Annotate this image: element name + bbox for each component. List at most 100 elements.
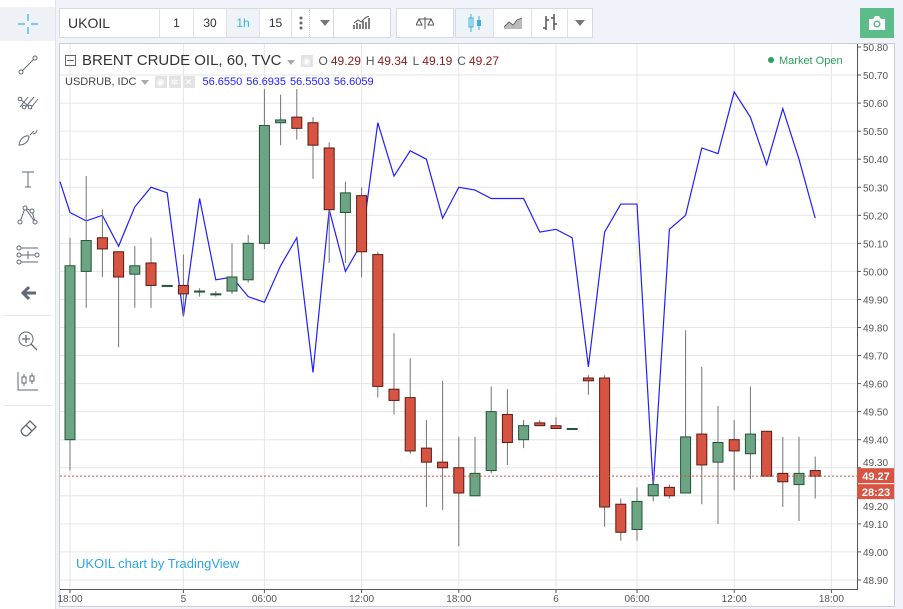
candle-body bbox=[307, 122, 319, 146]
candle bbox=[631, 487, 643, 541]
camera-button[interactable] bbox=[860, 8, 894, 38]
main-series-title[interactable]: BRENT CRUDE OIL, 60, TVC bbox=[82, 52, 282, 69]
more-vertical-icon[interactable] bbox=[292, 9, 310, 37]
high-label: H bbox=[365, 53, 375, 68]
indicators-button[interactable] bbox=[333, 8, 391, 38]
candle-body bbox=[599, 377, 611, 508]
pattern-icon[interactable] bbox=[0, 198, 55, 232]
candle bbox=[258, 89, 270, 249]
candle bbox=[113, 251, 125, 348]
candle bbox=[404, 358, 416, 454]
dropdown-arrow-icon[interactable] bbox=[286, 54, 295, 68]
candles-icon[interactable] bbox=[456, 9, 494, 37]
candle bbox=[177, 254, 189, 317]
candle bbox=[80, 176, 92, 308]
candle bbox=[696, 366, 708, 505]
candle bbox=[437, 380, 449, 510]
price-tick-label: 49.00 bbox=[863, 548, 888, 559]
candle bbox=[744, 386, 756, 479]
trend-line-icon[interactable] bbox=[0, 48, 55, 82]
interval-1h[interactable]: 1h bbox=[227, 9, 260, 37]
magnet-icon[interactable] bbox=[0, 412, 55, 446]
toolbar-divider bbox=[4, 315, 52, 316]
brush-icon[interactable] bbox=[0, 120, 55, 154]
close-value: 49.27 bbox=[468, 53, 499, 68]
interval-1[interactable]: 1 bbox=[160, 9, 194, 37]
candle-body bbox=[210, 293, 222, 296]
candle bbox=[161, 284, 173, 287]
visibility-icon[interactable]: ◉ bbox=[154, 76, 167, 88]
time-tick-label: 06:00 bbox=[624, 594, 649, 605]
candle-body bbox=[258, 125, 270, 244]
watermark-link[interactable]: UKOIL chart by TradingView bbox=[76, 556, 240, 571]
candle-body bbox=[356, 195, 368, 253]
countdown-label: 28:23 bbox=[862, 487, 890, 499]
symbol-search[interactable]: UKOIL bbox=[60, 9, 160, 37]
time-tick-label: 12:00 bbox=[722, 594, 747, 605]
price-tick-label: 49.60 bbox=[863, 380, 888, 391]
market-status-label: Market Open bbox=[779, 55, 843, 67]
candle bbox=[420, 420, 432, 508]
candle-body bbox=[453, 467, 465, 494]
price-tick-label: 50.20 bbox=[863, 211, 888, 222]
area-chart-icon[interactable] bbox=[494, 9, 532, 37]
last-price-badge bbox=[857, 468, 894, 484]
countdown-badge bbox=[857, 484, 894, 500]
compare-series bbox=[59, 90, 816, 488]
candle bbox=[809, 456, 821, 499]
time-tick-label: 06:00 bbox=[252, 594, 277, 605]
interval-30[interactable]: 30 bbox=[194, 9, 227, 37]
candle bbox=[242, 234, 254, 283]
chart-pane[interactable] bbox=[59, 43, 895, 607]
dropdown-arrow-icon[interactable] bbox=[310, 9, 339, 37]
candle bbox=[339, 181, 351, 263]
candle-body bbox=[680, 436, 692, 494]
dropdown-arrow-icon[interactable] bbox=[568, 9, 592, 37]
zoom-in-icon[interactable] bbox=[0, 324, 55, 358]
text-icon[interactable] bbox=[0, 162, 55, 196]
candle-body bbox=[372, 254, 384, 387]
compare-low: 56.5503 bbox=[290, 76, 330, 88]
price-tick-label: 49.90 bbox=[863, 295, 888, 306]
candle bbox=[663, 484, 675, 499]
chart-style-group bbox=[455, 8, 593, 38]
price-axis[interactable]: 50.80 50.70 50.60 50.50 50.40 50.30 50.20 50.10… bbox=[857, 43, 888, 587]
visibility-icon[interactable]: ◉ bbox=[300, 54, 313, 67]
toolbar-divider bbox=[4, 405, 52, 406]
candle-body bbox=[696, 433, 708, 466]
pitchfork-icon[interactable] bbox=[0, 84, 55, 118]
low-label: L bbox=[412, 53, 420, 68]
candle-body bbox=[647, 484, 659, 497]
interval-15[interactable]: 15 bbox=[260, 9, 292, 37]
compare-button[interactable] bbox=[396, 8, 454, 38]
dropdown-arrow-icon[interactable] bbox=[140, 76, 149, 88]
collapse-icon[interactable] bbox=[65, 55, 76, 66]
candle bbox=[64, 237, 76, 471]
compare-series-title[interactable]: USDRUB, IDC bbox=[65, 76, 137, 88]
measure-icon[interactable] bbox=[0, 238, 55, 272]
candle-body bbox=[145, 262, 157, 286]
candle-body bbox=[194, 290, 206, 293]
time-tick-label: 5 bbox=[181, 594, 187, 605]
candle-body bbox=[388, 388, 400, 401]
interval-group: UKOIL 1 30 1h 15 bbox=[59, 8, 342, 38]
settings-icon[interactable]: ✲ bbox=[168, 76, 181, 88]
candle-body bbox=[404, 397, 416, 452]
market-status: Market Open bbox=[768, 55, 843, 67]
long-position-icon[interactable] bbox=[0, 364, 55, 398]
high-value: 49.34 bbox=[377, 53, 408, 68]
time-axis[interactable]: 18:00 5 06:00 12:00 18:00 6 06:00 12:00 18:00 bbox=[57, 589, 844, 605]
candle bbox=[761, 430, 773, 477]
compare-close: 56.6059 bbox=[333, 76, 374, 88]
price-tick-label: 49.40 bbox=[863, 436, 888, 447]
candle bbox=[210, 291, 222, 297]
crosshair-icon[interactable] bbox=[0, 7, 55, 41]
compare-high: 56.6935 bbox=[246, 76, 287, 88]
bars-icon[interactable] bbox=[532, 9, 568, 37]
open-label: O bbox=[318, 53, 328, 68]
close-label: C bbox=[457, 53, 466, 68]
remove-icon[interactable]: ✕ bbox=[182, 76, 195, 88]
back-arrow-icon[interactable] bbox=[0, 276, 55, 310]
candle-body bbox=[518, 425, 530, 441]
